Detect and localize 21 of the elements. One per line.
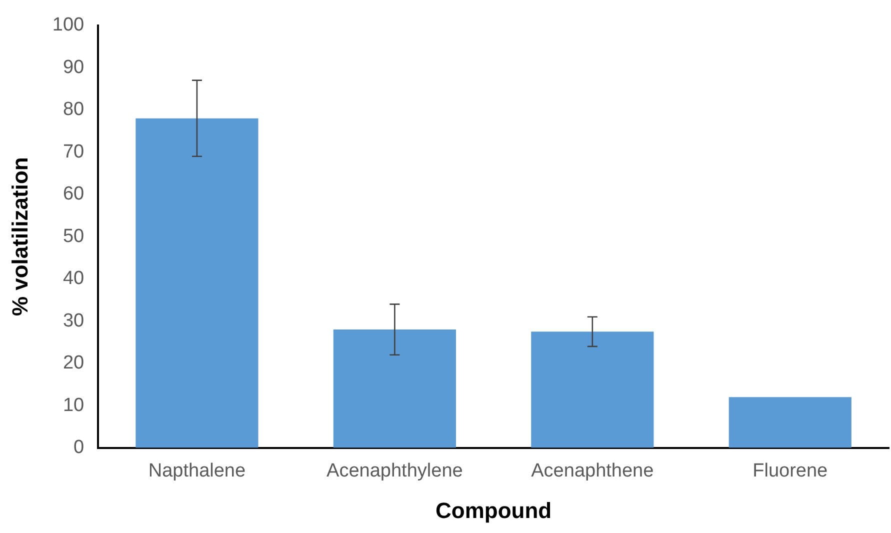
x-tick-label: Acenaphthylene — [326, 460, 463, 482]
bar — [136, 118, 258, 448]
y-axis-title: % volatilization — [7, 157, 32, 316]
y-tick-label: 80 — [62, 99, 84, 120]
y-tick-label: 70 — [62, 141, 84, 162]
y-tick-label: 30 — [62, 310, 84, 332]
y-tick-label: 40 — [62, 268, 84, 290]
y-tick-label: 60 — [62, 184, 84, 205]
x-axis-title: Compound — [436, 498, 552, 523]
x-tick-label: Fluorene — [752, 460, 828, 482]
x-tick-label: Napthalene — [148, 460, 246, 482]
y-tick-label: 50 — [62, 226, 84, 247]
bar — [333, 330, 456, 448]
y-tick-label: 90 — [62, 56, 84, 78]
bar — [531, 332, 654, 448]
y-tick-label: 10 — [62, 394, 84, 416]
y-tick-label: 20 — [62, 352, 84, 374]
y-tick-label: 100 — [52, 14, 84, 36]
x-tick-label: Acenaphthene — [531, 460, 654, 482]
bar — [728, 397, 852, 448]
y-tick-label: 0 — [74, 437, 84, 458]
